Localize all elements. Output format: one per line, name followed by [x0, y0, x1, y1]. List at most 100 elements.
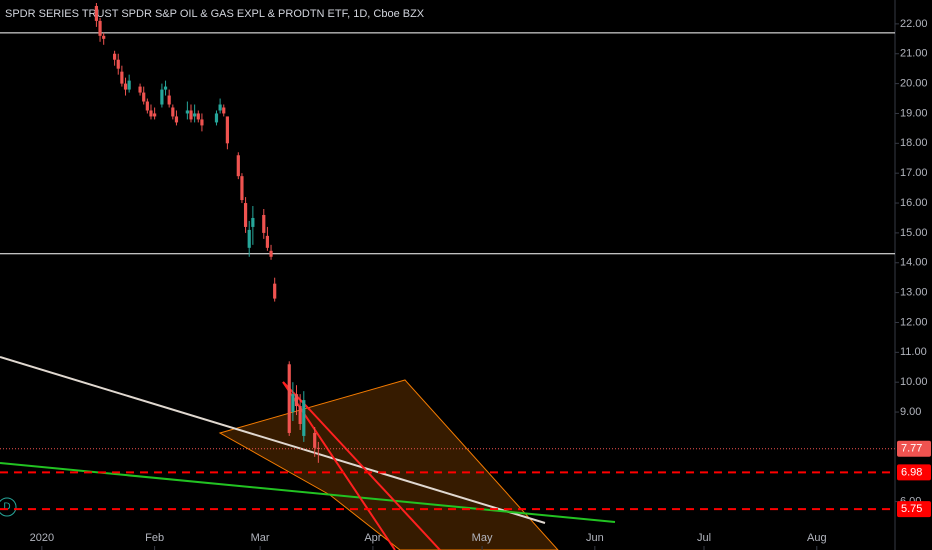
candle-body — [94, 5, 99, 21]
level-label-box — [897, 501, 931, 518]
candle — [302, 391, 306, 442]
candle-body — [142, 92, 146, 102]
candle — [291, 382, 295, 422]
candle — [123, 77, 128, 96]
level-label: 5.75 — [901, 503, 922, 515]
candle — [153, 107, 157, 120]
candle-body — [269, 250, 273, 257]
candle — [247, 220, 251, 257]
candle-body — [98, 20, 102, 36]
candle — [149, 104, 153, 120]
candle-body — [222, 107, 226, 114]
candle — [316, 441, 320, 463]
x-tick-label: May — [472, 532, 493, 544]
candle-body — [200, 119, 204, 126]
candle — [225, 116, 229, 150]
candle — [113, 50, 117, 66]
candle-body — [251, 217, 255, 227]
y-tick-label: 21.00 — [900, 48, 928, 60]
x-tick-label: Apr — [364, 532, 381, 544]
candle-body — [113, 53, 117, 60]
chart-title: SPDR SERIES TRUST SPDR S&P OIL & GAS EXP… — [5, 8, 425, 20]
candle — [313, 426, 317, 457]
drawings — [0, 356, 616, 550]
candle-body — [291, 394, 295, 413]
level-label: 7.77 — [901, 443, 922, 455]
candle — [236, 152, 240, 180]
badge: D — [3, 502, 10, 513]
candle-body — [214, 113, 219, 123]
candle — [218, 98, 222, 114]
candle-body — [298, 406, 302, 424]
candle — [294, 385, 299, 416]
candle-body — [196, 113, 200, 120]
y-tick-label: 10.00 — [900, 376, 928, 388]
candle-body — [265, 235, 270, 248]
candle-body — [247, 229, 251, 248]
candle-body — [116, 59, 120, 69]
candle-body — [236, 155, 240, 177]
candle — [127, 74, 131, 93]
candle — [163, 80, 168, 96]
candle — [116, 53, 120, 75]
y-tick-label: 13.00 — [900, 287, 928, 299]
y-tick-label: 22.00 — [900, 18, 928, 30]
y-tick-label: 19.00 — [900, 107, 928, 119]
candle — [102, 32, 106, 45]
candle — [265, 226, 270, 251]
candle-body — [189, 110, 193, 120]
candle — [138, 83, 142, 96]
candle-body — [127, 80, 131, 90]
candle — [298, 394, 302, 430]
candle — [171, 104, 175, 120]
candle — [269, 244, 273, 260]
candle — [200, 113, 204, 132]
candle-body — [273, 283, 277, 299]
candle — [193, 104, 197, 123]
y-tick-label: 16.00 — [900, 197, 928, 209]
candle-body — [193, 113, 197, 117]
x-tick-label: Aug — [807, 532, 827, 544]
candle-body — [302, 400, 306, 436]
candle — [240, 173, 244, 204]
x-tick-label: Jul — [697, 532, 711, 544]
candle-body — [153, 113, 157, 117]
candle-body — [313, 432, 317, 448]
candle-body — [243, 203, 248, 227]
candle — [222, 104, 226, 117]
candle — [287, 361, 291, 436]
candle — [251, 206, 255, 245]
candle-body — [262, 214, 266, 233]
level-label-box — [897, 464, 931, 481]
candle-body — [316, 447, 320, 449]
trend-line — [0, 356, 546, 524]
y-tick-label: 12.00 — [900, 316, 928, 328]
candle-body — [240, 176, 244, 201]
candle-body — [145, 101, 149, 111]
candle-body — [225, 116, 229, 144]
y-tick-label: 14.00 — [900, 257, 928, 269]
candle — [189, 104, 193, 123]
candle — [273, 277, 277, 302]
candle-body — [171, 107, 175, 117]
candle — [243, 197, 248, 233]
y-tick-label: 9.00 — [900, 406, 921, 418]
pattern-shape — [218, 379, 559, 550]
candle-body — [167, 95, 171, 105]
candle-body — [218, 104, 222, 111]
y-tick-label: 15.00 — [900, 227, 928, 239]
candle-body — [294, 394, 299, 407]
candle — [160, 83, 164, 108]
y-tick-label: 20.00 — [900, 78, 928, 90]
candle-body — [185, 110, 189, 114]
candle — [145, 98, 149, 114]
candle-body — [163, 86, 168, 90]
x-tick-label: Feb — [145, 532, 164, 544]
candle-body — [120, 71, 124, 84]
y-tick-label: 17.00 — [900, 167, 928, 179]
candle-body — [138, 86, 142, 93]
y-tick-label: 18.00 — [900, 137, 928, 149]
candle — [262, 209, 266, 239]
level-label-box — [897, 440, 931, 457]
